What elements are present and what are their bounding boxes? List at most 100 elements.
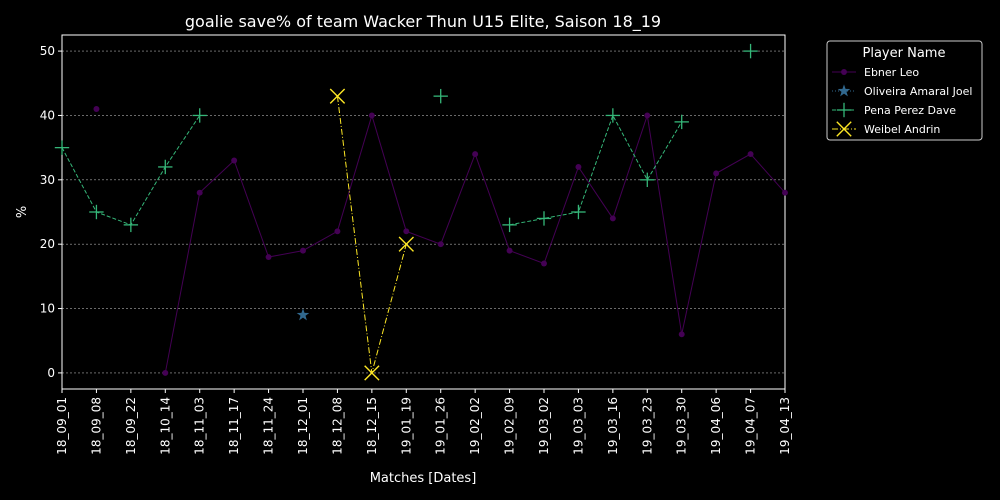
data-point (300, 247, 306, 254)
series-weibel-andrin (329, 88, 414, 381)
data-point (782, 189, 788, 196)
data-point (472, 151, 479, 158)
y-tick-label: 50 (40, 44, 55, 58)
y-tick-label: 20 (40, 237, 55, 251)
x-tick-label: 18_10_14 (158, 397, 172, 455)
x-tick-label: 19_03_30 (675, 397, 689, 455)
x-tick-label: 18_12_08 (330, 397, 344, 455)
legend-item: Pena Perez Dave (832, 102, 956, 118)
x-tick-label: 19_03_16 (606, 397, 620, 455)
data-point (398, 236, 414, 252)
x-tick-label: 19_04_07 (744, 397, 758, 455)
data-point (713, 170, 720, 177)
data-point (368, 112, 375, 119)
data-point (571, 204, 586, 220)
data-point (678, 331, 685, 338)
legend-items: Ebner Leo Oliveira Amaral Joel Pena Perez … (832, 66, 972, 137)
x-tick-label: 19_03_23 (640, 397, 654, 455)
x-tick-label: 19_03_03 (571, 397, 585, 455)
legend-marker (841, 69, 847, 75)
x-tick-label: 18_09_22 (124, 397, 138, 455)
legend-label: Ebner Leo (864, 66, 919, 79)
y-tick-label: 30 (40, 173, 55, 187)
x-tick-label: 18_11_03 (193, 397, 207, 455)
data-series (54, 43, 788, 381)
data-point (329, 88, 346, 104)
data-point (506, 247, 513, 254)
data-point (192, 108, 207, 123)
data-point (502, 217, 517, 233)
x-tick-label: 19_03_02 (537, 397, 551, 455)
plot-frame (61, 34, 786, 390)
x-tick-label: 18_09_08 (89, 397, 103, 455)
legend-item: Weibel Andrin (832, 121, 940, 137)
x-tick-label: 18_12_01 (296, 397, 310, 455)
data-point (609, 215, 616, 222)
legend-label: Oliveira Amaral Joel (864, 85, 972, 98)
legend-marker (836, 102, 852, 118)
series-line (61, 115, 201, 226)
data-point (575, 163, 582, 170)
x-tick-label: 19_01_19 (399, 397, 413, 455)
chart-title: goalie save% of team Wacker Thun U15 Eli… (185, 12, 661, 32)
grid-lines (62, 50, 785, 374)
legend-marker (837, 84, 851, 97)
x-tick-label: 19_02_09 (503, 397, 517, 455)
x-tick-label: 19_04_13 (778, 397, 792, 455)
legend-box (826, 40, 983, 141)
data-point (743, 43, 758, 59)
data-point (536, 211, 552, 226)
series-pena-perez-dave (54, 43, 758, 233)
legend-label: Weibel Andrin (864, 123, 940, 136)
legend-item: Oliveira Amaral Joel (832, 84, 972, 98)
data-point (644, 112, 651, 119)
x-tick-label: 18_11_17 (227, 397, 241, 455)
series-oliveira-amaral-joel (296, 308, 310, 321)
data-point (162, 369, 169, 376)
x-tick-label: 19_04_06 (709, 397, 723, 455)
y-axis-ticks: 0 10 20 30 40 50 (40, 44, 62, 380)
data-point (433, 88, 448, 104)
series-line (509, 114, 683, 226)
data-point (231, 157, 238, 164)
data-point (605, 108, 621, 123)
marker-stroke (329, 88, 346, 104)
data-point (437, 241, 444, 248)
y-axis-title: % (15, 206, 30, 218)
x-tick-label: 18_09_01 (55, 397, 69, 455)
legend-title: Player Name (863, 46, 946, 61)
data-point (196, 189, 203, 196)
legend-item: Ebner Leo (832, 66, 919, 79)
data-point (541, 260, 547, 267)
series-line (336, 96, 407, 374)
x-axis-title: Matches [Dates] (370, 471, 477, 486)
data-point (674, 114, 689, 130)
data-point (93, 106, 100, 112)
legend: Player Name Ebner Leo Oliveira Amaral Joe… (826, 40, 983, 141)
x-tick-label: 19_01_26 (434, 397, 448, 455)
data-point (123, 217, 139, 233)
data-point (54, 140, 70, 155)
x-tick-label: 18_11_24 (262, 397, 276, 455)
y-tick-label: 40 (40, 108, 55, 122)
data-point (747, 151, 754, 158)
x-tick-label: 19_02_02 (468, 397, 482, 455)
marker-stroke (836, 121, 852, 137)
data-point (334, 228, 341, 235)
data-point (158, 159, 173, 175)
x-tick-label: 18_12_15 (365, 397, 379, 455)
series-ebner-leo (93, 106, 788, 376)
plot-area: 0 10 20 30 40 50 18_09_01 18_09_08 18_09_22 18_1… (40, 34, 792, 455)
legend-marker (836, 121, 852, 137)
data-point (364, 365, 380, 381)
data-point (265, 254, 272, 261)
data-point (403, 228, 410, 235)
legend-label: Pena Perez Dave (864, 104, 956, 117)
y-tick-label: 0 (47, 366, 55, 380)
data-point (640, 172, 655, 188)
y-tick-label: 10 (40, 302, 55, 316)
data-point (296, 308, 310, 321)
x-axis-ticks: 18_09_01 18_09_08 18_09_22 18_10_14 18_11_03… (55, 389, 792, 455)
